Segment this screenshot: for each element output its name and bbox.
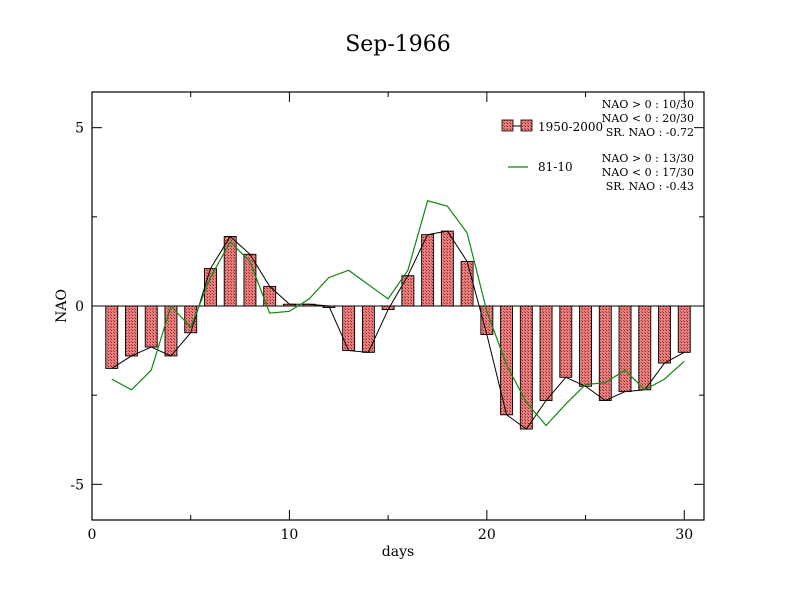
bar (658, 305, 671, 364)
series-line-81-10 (111, 200, 685, 427)
bar (105, 305, 119, 369)
bar (223, 235, 237, 307)
legend-label-81-10: 81-10 (538, 160, 573, 174)
bar (342, 305, 356, 352)
bar (539, 305, 553, 401)
bar (638, 305, 652, 391)
bar (460, 260, 474, 307)
x-axis-label: days (382, 544, 414, 560)
bar (519, 305, 533, 430)
legend-swatch-bar-left (501, 119, 514, 132)
stats-1950-2000-line: NAO > 0 : 10/30 (602, 98, 694, 111)
y-axis-label: NAO (54, 289, 70, 323)
stats-1950-2000-line: SR. NAO : -0.72 (606, 126, 694, 139)
stats-1950-2000-line: NAO < 0 : 20/30 (602, 112, 694, 125)
stats-81-10-line: NAO < 0 : 17/30 (602, 166, 694, 179)
bar (164, 305, 178, 357)
bar (361, 305, 375, 353)
y-tick-label: 5 (75, 121, 84, 137)
y-tick-label: -5 (70, 477, 84, 493)
bar (579, 305, 592, 387)
stats-81-10-line: NAO > 0 : 13/30 (602, 152, 694, 165)
bar (421, 234, 435, 307)
x-tick-label: 30 (675, 527, 693, 543)
y-tick-label: 0 (75, 299, 84, 315)
bar (598, 305, 612, 401)
series-line-1950-2000 (111, 230, 685, 430)
chart-title: Sep-1966 (345, 32, 451, 57)
bar (125, 305, 138, 357)
plot-frame (91, 91, 705, 521)
bar (677, 305, 691, 353)
bar (559, 305, 573, 378)
bar (618, 305, 632, 393)
bar (144, 305, 158, 348)
bar (440, 230, 454, 307)
x-tick-label: 10 (281, 527, 299, 543)
stats-81-10-line: SR. NAO : -0.43 (606, 180, 694, 193)
x-tick-label: 0 (88, 527, 97, 543)
x-tick-label: 20 (478, 527, 496, 543)
legend-swatch-bar-right (520, 119, 533, 132)
bar (401, 275, 415, 307)
legend-label-1950-2000: 1950-2000 (538, 120, 603, 134)
